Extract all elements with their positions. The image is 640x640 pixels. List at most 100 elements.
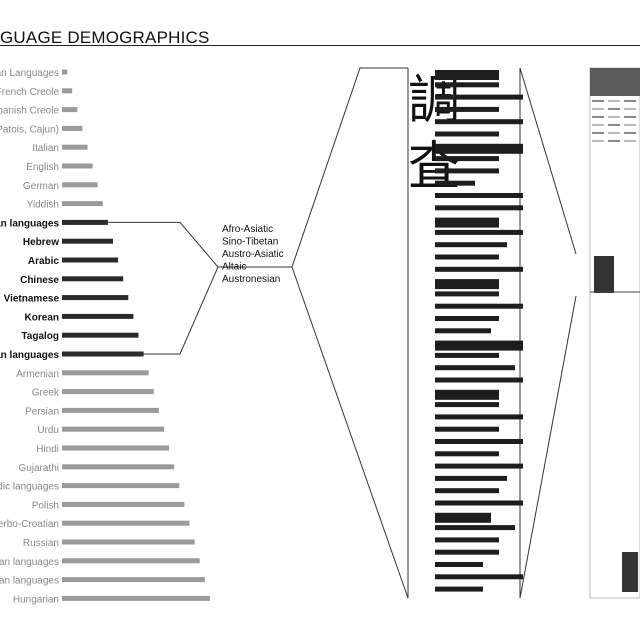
family-label: Afro-Asiatic	[222, 224, 273, 235]
detail-bar	[435, 574, 523, 580]
thumb-line	[592, 140, 604, 142]
bar-label: Korean	[25, 312, 59, 323]
bar	[62, 295, 129, 301]
detail-bar	[435, 512, 491, 523]
detail-bar	[435, 168, 499, 174]
thumb-line	[624, 108, 636, 110]
detail-bar	[435, 340, 523, 351]
detail-bar	[435, 70, 499, 80]
detail-bar	[435, 82, 499, 88]
detail-bar	[435, 266, 523, 272]
detail-bar	[435, 414, 523, 420]
thumb-line	[608, 100, 620, 102]
detail-bar	[435, 291, 499, 297]
detail-bar	[435, 242, 507, 248]
detail-bar	[435, 463, 523, 469]
bar	[62, 577, 205, 583]
bar	[62, 201, 103, 207]
bar	[62, 389, 154, 395]
detail-bar	[435, 426, 499, 432]
zoom-line-right-bottom	[519, 295, 577, 599]
thumb-line	[608, 124, 620, 126]
thumb-line	[608, 116, 620, 118]
bar	[62, 125, 83, 131]
detail-bar	[435, 402, 499, 408]
bar-label: Patois, Cajun)	[0, 124, 59, 135]
bar	[62, 501, 185, 507]
bar	[62, 276, 124, 282]
thumb-line	[592, 100, 604, 102]
thumb-frame	[589, 67, 640, 599]
thumbnail-panel	[589, 67, 640, 599]
detail-bar	[435, 217, 499, 228]
bar	[62, 88, 73, 94]
detail-bar	[435, 303, 523, 309]
detail-bar	[435, 156, 499, 162]
bar-label: an Languages	[0, 68, 59, 79]
thumb-line	[592, 132, 604, 134]
detail-bar	[435, 193, 523, 198]
thumb-line	[608, 108, 620, 110]
title-divider	[0, 45, 640, 46]
bar	[62, 539, 195, 545]
bar-label: Italian	[32, 143, 59, 154]
detail-bar	[435, 525, 515, 531]
bar-label: Chinese	[20, 275, 59, 286]
connector-layer	[75, 67, 577, 599]
bar	[62, 464, 175, 470]
bar	[62, 69, 68, 75]
detail-bar	[435, 205, 523, 211]
bar-label: Greek	[32, 388, 60, 399]
bar-label: French Creole	[0, 87, 59, 98]
bar-label: Arabic	[28, 256, 60, 267]
detail-bar	[435, 475, 507, 481]
bar-label: dic languages	[0, 482, 59, 493]
thumb-line	[608, 132, 620, 134]
bar	[62, 332, 139, 338]
bar-label: Persian	[25, 406, 59, 417]
bar-label: Urdu	[37, 425, 59, 436]
thumb-line	[624, 132, 636, 134]
thumb-line	[592, 108, 604, 110]
detail-bar	[435, 143, 523, 154]
bar-label: Polish	[32, 500, 59, 511]
thumb-line	[592, 116, 604, 118]
bars-layer: an Languages French Creole panish Creole Pa…	[0, 68, 210, 605]
detail-panel: 調査	[407, 68, 523, 598]
bar-label: Tagalog	[21, 331, 59, 342]
detail-bar	[435, 229, 523, 235]
zoom-line-bottom	[291, 266, 409, 599]
zoom-line-top	[291, 67, 408, 268]
bar	[62, 257, 119, 263]
bar	[62, 238, 113, 244]
bar	[62, 313, 134, 319]
bar	[62, 426, 164, 432]
detail-bar	[435, 365, 515, 371]
detail-bar	[435, 500, 523, 506]
bar-label: Hindi	[36, 444, 59, 455]
bar-label: an languages	[0, 350, 59, 361]
zoom-line-right-top	[519, 67, 577, 255]
detail-bar	[435, 439, 523, 444]
bar	[62, 445, 170, 451]
thumb-line	[624, 116, 636, 118]
bar	[62, 107, 78, 113]
family-label: Sino-Tibetan	[222, 237, 278, 248]
detail-bar	[435, 279, 499, 290]
detail-bar	[435, 562, 483, 567]
bar	[62, 144, 88, 150]
bar-label: an languages	[0, 218, 59, 229]
bar	[62, 595, 210, 601]
detail-bar	[435, 106, 499, 112]
bar	[62, 558, 200, 564]
thumb-block	[594, 256, 614, 293]
detail-bar	[435, 119, 523, 125]
bar-label: Vietnamese	[4, 294, 60, 305]
thumb-block-lower	[622, 552, 638, 592]
thumb-line	[624, 124, 636, 126]
bar-label: an languages	[0, 576, 59, 587]
detail-bar	[435, 180, 475, 186]
detail-bar	[435, 94, 523, 100]
detail-bar	[435, 488, 499, 494]
